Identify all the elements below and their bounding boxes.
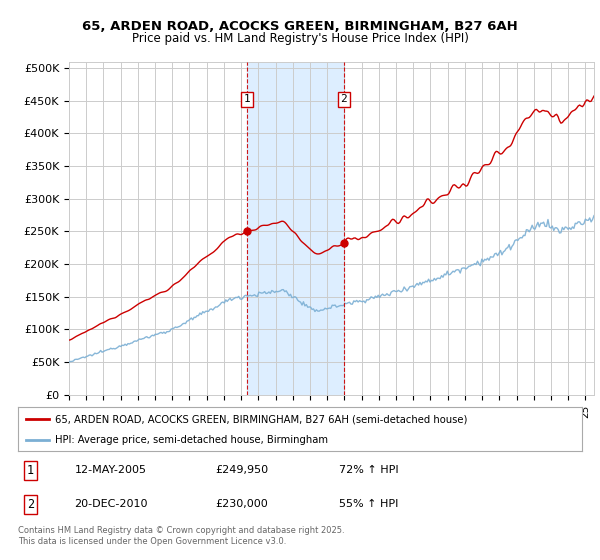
Text: Contains HM Land Registry data © Crown copyright and database right 2025.
This d: Contains HM Land Registry data © Crown c… [18,526,344,546]
Text: 12-MAY-2005: 12-MAY-2005 [74,465,146,475]
Text: 2: 2 [341,95,347,105]
Bar [247,62,344,395]
Text: 65, ARDEN ROAD, ACOCKS GREEN, BIRMINGHAM, B27 6AH (semi-detached house): 65, ARDEN ROAD, ACOCKS GREEN, BIRMINGHAM… [55,414,467,424]
Text: Price paid vs. HM Land Registry's House Price Index (HPI): Price paid vs. HM Land Registry's House … [131,32,469,45]
Text: 72% ↑ HPI: 72% ↑ HPI [340,465,399,475]
Text: £249,950: £249,950 [215,465,269,475]
Text: 1: 1 [244,95,251,105]
Text: £230,000: £230,000 [215,500,268,510]
Text: HPI: Average price, semi-detached house, Birmingham: HPI: Average price, semi-detached house,… [55,435,328,445]
Text: 2: 2 [27,498,34,511]
Text: 1: 1 [27,464,34,477]
Text: 20-DEC-2010: 20-DEC-2010 [74,500,148,510]
Text: 65, ARDEN ROAD, ACOCKS GREEN, BIRMINGHAM, B27 6AH: 65, ARDEN ROAD, ACOCKS GREEN, BIRMINGHAM… [82,20,518,32]
Text: 55% ↑ HPI: 55% ↑ HPI [340,500,399,510]
